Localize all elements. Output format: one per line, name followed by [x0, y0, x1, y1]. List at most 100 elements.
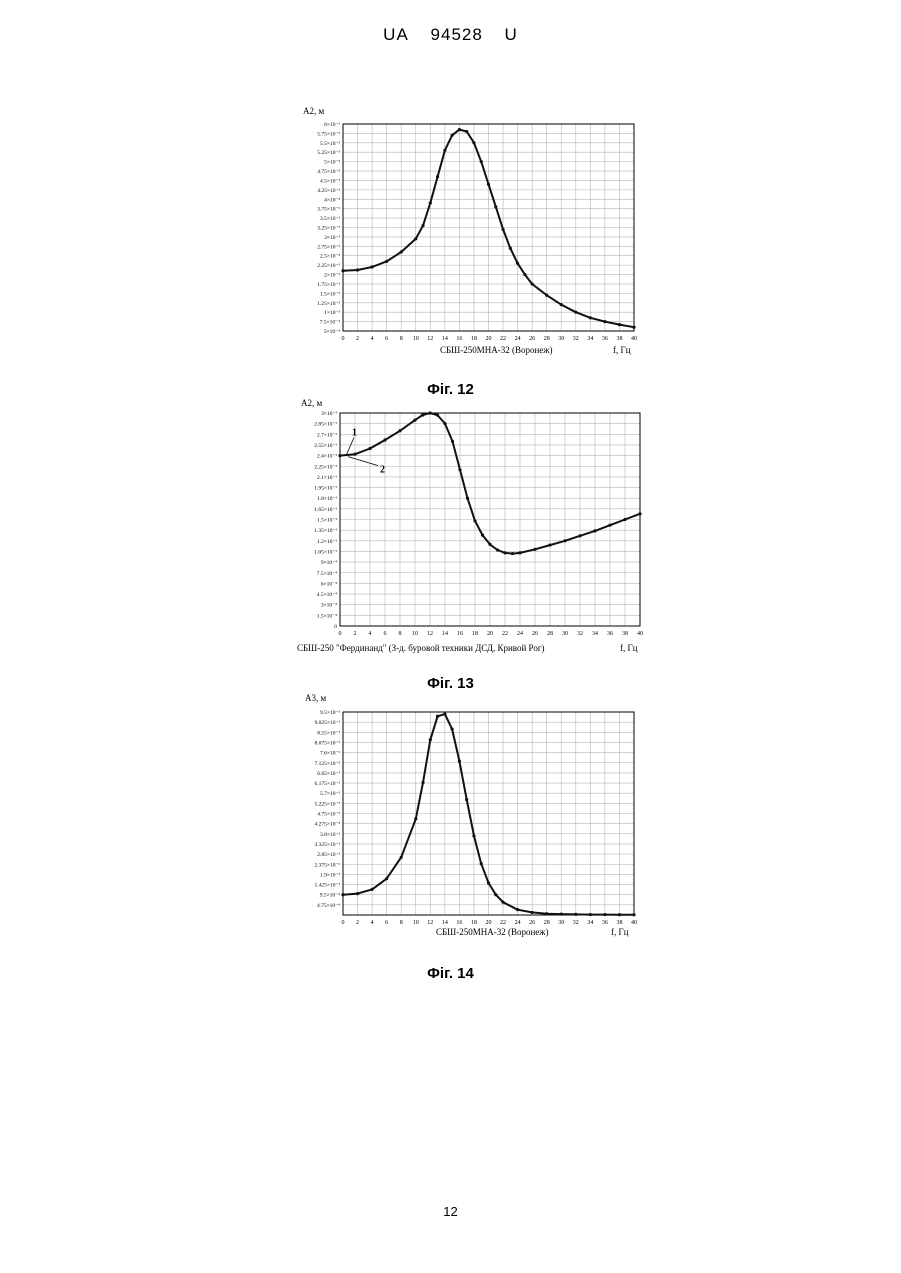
chart-2-x-axis-label: СБШ-250МНА-32 (Воронеж) [436, 927, 549, 937]
chart-0-y-tick-label: 2×10⁻³ [324, 273, 340, 279]
chart-0-y-tick-label: 4.5×10⁻³ [320, 178, 340, 184]
chart-1-y-tick-label: 2.55×10⁻³ [314, 443, 337, 449]
chart-1-data-point [518, 551, 521, 554]
chart-2-data-point [480, 862, 483, 865]
chart-0-y-tick-label: 1×10⁻³ [324, 310, 340, 316]
chart-2-y-tick-label: 4.275×10⁻³ [314, 822, 340, 828]
chart-0-y-tick-label: 5.25×10⁻³ [317, 150, 340, 156]
chart-1-y-tick-label: 9×10⁻⁴ [321, 560, 337, 566]
chart-0-y-tick-label: 6×10⁻³ [324, 122, 340, 128]
chart-1-x-tick-label: 12 [427, 631, 433, 637]
chart-2-y-tick-label: 3.8×10⁻³ [320, 832, 340, 838]
chart-0-data-point [472, 141, 475, 144]
chart-1-data-point [608, 524, 611, 527]
chart-2-data-point [458, 760, 461, 763]
chart-1-y-tick-label: 0 [334, 624, 337, 630]
chart-0-data-point [523, 273, 526, 276]
chart-1-data-point [383, 438, 386, 441]
chart-1-x-tick-label: 6 [384, 631, 387, 637]
chart-0-data-point [400, 250, 403, 253]
chart-1-data-point [451, 440, 454, 443]
chart-2-data-point [545, 912, 548, 915]
chart-1-annotation-1: 1 [352, 428, 357, 439]
chart-0-data-point [603, 320, 606, 323]
chart-2-data-point [603, 913, 606, 916]
chart-0-x-tick-label: 26 [529, 336, 535, 342]
chart-2-data-point [443, 713, 446, 716]
chart-1-x-axis-unit: f, Гц [620, 643, 638, 653]
chart-2-x-tick-label: 34 [587, 920, 593, 926]
chart-0-data-point [501, 228, 504, 231]
chart-2-y-tick-label: 4.75×10⁻⁴ [317, 903, 340, 909]
chart-0-y-tick-label: 5×10⁻³ [324, 160, 340, 166]
chart-0-data-point [465, 130, 468, 133]
chart-2-y-tick-label: 6.65×10⁻³ [317, 771, 340, 777]
chart-1-data-point [421, 414, 424, 417]
chart-2-y-tick-label: 3.325×10⁻³ [314, 842, 340, 848]
chart-0-y-tick-label: 2.25×10⁻³ [317, 263, 340, 269]
chart-0-y-tick-label: 7.5×10⁻⁴ [320, 320, 340, 326]
chart-1-y-tick-label: 2.4×10⁻³ [317, 454, 337, 460]
chart-0-data-point [341, 269, 344, 272]
chart-2-data-point [618, 913, 621, 916]
chart-2-data-point [385, 877, 388, 880]
chart-0-y-tick-label: 2.5×10⁻³ [320, 254, 340, 260]
chart-1-annotation-2: 2 [380, 465, 385, 476]
chart-0-x-tick-label: 32 [573, 336, 579, 342]
chart-0-y-tick-label: 3.75×10⁻³ [317, 207, 340, 213]
chart-0-y-tick-label: 4.25×10⁻³ [317, 188, 340, 194]
chart-1-x-tick-label: 22 [502, 631, 508, 637]
chart-1-x-tick-label: 2 [354, 631, 357, 637]
chart-0-y-tick-label: 3.5×10⁻³ [320, 216, 340, 222]
chart-0-data-point [574, 311, 577, 314]
chart-1-x-tick-label: 14 [442, 631, 448, 637]
chart-2-y-tick-label: 5.225×10⁻³ [314, 801, 340, 807]
chart-1-x-tick-label: 40 [637, 631, 643, 637]
chart-1-data-point [398, 429, 401, 432]
chart-0-x-tick-label: 34 [587, 336, 593, 342]
chart-1-data-point [458, 468, 461, 471]
chart-1-y-axis-label: A2, м [301, 398, 322, 408]
document-header: UA 94528 U [0, 25, 901, 45]
chart-2-data-point [356, 892, 359, 895]
chart-1-data-point [503, 551, 506, 554]
chart-1-y-tick-label: 1.35×10⁻³ [314, 528, 337, 534]
chart-fig-14: 02468101214161820222426283032343638409.5… [0, 700, 901, 940]
chart-1-data-point [496, 548, 499, 551]
chart-0-y-tick-label: 4.75×10⁻³ [317, 169, 340, 175]
chart-1-data-point [593, 529, 596, 532]
chart-1-data-point [533, 548, 536, 551]
chart-1-y-tick-label: 1.5×10⁻³ [317, 518, 337, 524]
chart-0-data-point [371, 265, 374, 268]
chart-2-x-tick-label: 0 [342, 920, 345, 926]
header-kind: U [505, 25, 518, 44]
chart-1-annotation-leader-2 [348, 457, 378, 466]
chart-2-data-point [574, 913, 577, 916]
chart-2-data-point [414, 817, 417, 820]
chart-1-x-tick-label: 0 [339, 631, 342, 637]
chart-1-data-point [511, 552, 514, 555]
chart-2-data-point [451, 727, 454, 730]
chart-0-x-tick-label: 36 [602, 336, 608, 342]
chart-1-y-tick-label: 1.95×10⁻³ [314, 486, 337, 492]
chart-0-y-tick-label: 5.75×10⁻³ [317, 131, 340, 137]
chart-2-y-tick-label: 8.075×10⁻³ [314, 740, 340, 746]
chart-0-data-point [632, 326, 635, 329]
chart-2-data-point [487, 881, 490, 884]
chart-1-data-point [638, 512, 641, 515]
chart-1-y-tick-label: 6×10⁻⁴ [321, 581, 337, 587]
chart-1-data-point [563, 539, 566, 542]
chart-0-data-point [560, 303, 563, 306]
chart-1-y-tick-label: 2.7×10⁻³ [317, 432, 337, 438]
chart-1-y-tick-label: 1.8×10⁻³ [317, 496, 337, 502]
figure-caption-13: Фіг. 13 [0, 675, 901, 692]
page-number: 12 [0, 1204, 901, 1219]
chart-2-x-tick-label: 26 [529, 920, 535, 926]
chart-1-x-tick-label: 18 [472, 631, 478, 637]
chart-2-x-axis-unit: f, Гц [611, 927, 629, 937]
chart-2-x-tick-label: 16 [456, 920, 462, 926]
chart-1-annotation-leader-1 [346, 438, 354, 456]
chart-0-x-tick-label: 40 [631, 336, 637, 342]
figure-caption-14: Фіг. 14 [0, 965, 901, 982]
chart-0-data-point [436, 175, 439, 178]
